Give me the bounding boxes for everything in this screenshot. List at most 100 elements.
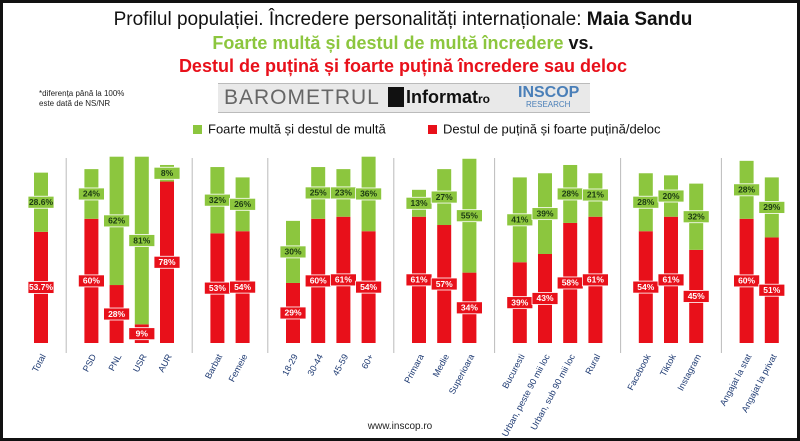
value-label-box [758, 283, 786, 297]
value-label: 54% [360, 282, 377, 292]
value-label-box [682, 290, 710, 303]
footer: www.inscop.ro [367, 421, 433, 432]
value-label: 41% [511, 215, 528, 225]
subtitle-positive: Foarte multă și destul de multă încreder… [212, 33, 564, 53]
logo-inscop: INSCOP [518, 84, 580, 101]
legend-label: Destul de puțină și foarte puțină/deloc [443, 121, 661, 136]
value-label: 53% [209, 283, 226, 293]
title-name: Maia Sandu [586, 9, 693, 30]
value-label: 60% [310, 276, 327, 286]
subtitle-vs: vs. [563, 33, 594, 53]
value-label: 23% [335, 188, 352, 198]
value-label-box [329, 273, 357, 287]
value-label: 54% [234, 282, 251, 292]
value-label: 58% [562, 278, 579, 288]
legend-swatch [428, 125, 437, 134]
title: Profilul populației. Încredere personali… [3, 9, 797, 31]
value-label: 55% [461, 210, 478, 220]
value-label: 51% [763, 285, 780, 295]
value-label: 39% [511, 297, 528, 307]
value-label-box [582, 273, 609, 287]
value-label-box [430, 277, 458, 291]
value-label: 28.6% [29, 197, 54, 207]
value-label: 24% [83, 189, 100, 199]
x-tick-label: Tiktok [658, 352, 678, 378]
x-tick-label: Instagram [675, 352, 703, 392]
value-label: 45% [688, 291, 705, 301]
value-label: 61% [662, 275, 679, 285]
value-label-box [103, 214, 130, 228]
subtitle: Foarte multă și destul de multă încreder… [3, 33, 797, 54]
value-label-box [103, 307, 130, 321]
value-label: 78% [158, 257, 175, 267]
value-label-box [657, 189, 685, 203]
value-label: 20% [662, 191, 679, 201]
value-label: 39% [536, 208, 553, 218]
value-label: 28% [637, 197, 654, 207]
subtitle-negative: Destul de puțină și foarte puțină încred… [178, 56, 628, 76]
value-label: 32% [688, 211, 705, 221]
x-tick-label: 30-44 [305, 352, 325, 377]
logo-inscop-sub: RESEARCH [526, 100, 571, 109]
x-tick-label: Superioara [447, 352, 477, 396]
value-label: 61% [335, 275, 352, 285]
value-label-box [229, 197, 257, 211]
value-label: 36% [360, 189, 377, 199]
value-label-box [279, 306, 307, 320]
value-label-box [682, 210, 710, 224]
value-label: 27% [436, 192, 453, 202]
note-line: *diferența până la 100% [39, 89, 125, 98]
value-label: 43% [536, 293, 553, 303]
value-label-box [27, 281, 55, 294]
logo-informat-text: Informat [406, 87, 478, 107]
value-label-box [279, 245, 307, 259]
value-label: 61% [587, 275, 604, 285]
x-tick-label: AUR [156, 352, 174, 374]
value-label-box [78, 187, 105, 201]
value-label-box [582, 188, 609, 202]
value-label-box [531, 292, 559, 305]
value-label: 60% [738, 276, 755, 286]
x-tick-label: Primara [402, 352, 426, 385]
chart: Destul de puțină și foarte puțină/deloc F… [27, 121, 786, 438]
x-tick-label: Femeie [227, 352, 250, 383]
x-tick-label: Barbat [203, 352, 225, 381]
x-tick-label: Bucuresti [500, 352, 526, 390]
logo-informat: Informatro [406, 87, 490, 108]
x-tick-label: Rural [583, 352, 602, 376]
legend-label: Foarte multă și destul de multă [208, 121, 387, 136]
x-tick-label: Medie [431, 352, 451, 378]
value-label-box [128, 327, 156, 341]
x-tick-label: USR [131, 352, 149, 374]
value-label: 13% [410, 198, 427, 208]
value-label-box [758, 201, 786, 214]
value-label-box [355, 280, 383, 294]
x-tick-label: 45-59 [331, 352, 351, 377]
logo-icon [388, 87, 404, 107]
note-line: este dată de NS/NR [39, 99, 111, 108]
x-tick-label: PNL [106, 352, 123, 372]
value-label: 81% [133, 235, 150, 245]
value-label: 28% [108, 309, 125, 319]
value-label-box [153, 166, 181, 180]
value-label: 29% [284, 308, 301, 318]
value-label-box [27, 195, 55, 209]
value-label: 25% [310, 188, 327, 198]
value-label-box [128, 234, 156, 247]
value-label: 62% [108, 216, 125, 226]
title-text: Profilul populației. Încredere personali… [113, 9, 587, 30]
value-label: 61% [410, 275, 427, 285]
value-label: 32% [209, 195, 226, 205]
x-tick-label: Facebook [625, 352, 653, 392]
value-label-box [355, 187, 383, 201]
value-label-box [733, 274, 760, 288]
value-label: 54% [637, 282, 654, 292]
x-tick-label: 60+ [359, 352, 375, 370]
value-label-box [153, 255, 181, 269]
value-label: 60% [83, 276, 100, 286]
value-label-box [632, 280, 660, 294]
value-label-box [733, 183, 760, 197]
value-label-box [229, 280, 257, 294]
logo-informat-suffix: ro [478, 92, 490, 106]
